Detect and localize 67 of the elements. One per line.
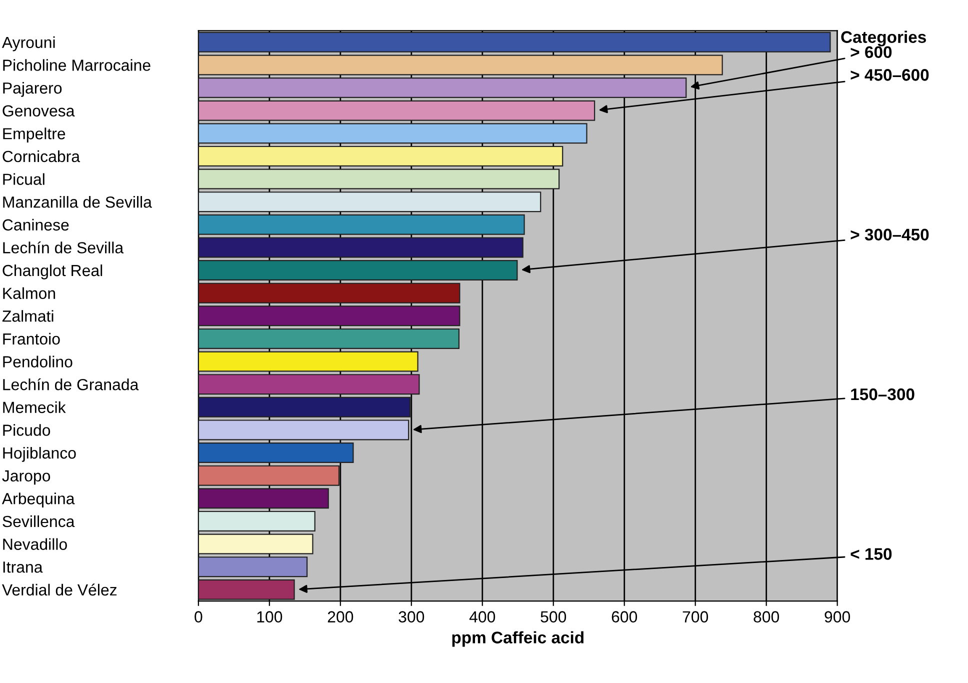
x-tick-label: 500 [540, 611, 566, 622]
y-tick-label: Nevadillo [3, 538, 67, 550]
bar [198, 579, 295, 600]
annotation: > 300–450 [850, 228, 929, 241]
bar [198, 510, 316, 532]
y-tick-label: Picual [3, 173, 44, 185]
bar [198, 328, 460, 349]
bar [198, 488, 329, 509]
x-tick-label: 200 [328, 611, 354, 622]
y-tick-label: Verdial de Vélez [2, 584, 117, 596]
bar [198, 374, 420, 395]
x-tick-label: 400 [469, 611, 496, 622]
annotation: < 150 [850, 548, 892, 560]
y-tick-label: Hojiblanco [3, 446, 76, 462]
bar [198, 78, 687, 98]
x-tick-label: 800 [754, 611, 780, 622]
x-tick-label: 0 [194, 611, 202, 622]
x-tick-label: 900 [824, 611, 850, 622]
bar [198, 123, 588, 144]
legend-title: Categories [841, 30, 926, 46]
bar [198, 54, 723, 76]
y-tick-label: Frantoio [3, 332, 60, 345]
y-tick-label: Kalmon [3, 287, 56, 300]
bar [198, 556, 308, 578]
y-tick-label: Sevillenca [2, 515, 75, 528]
bar [198, 465, 340, 486]
bar [198, 351, 418, 372]
y-tick-label: Caninese [2, 218, 69, 231]
y-tick-label: Manzanilla de Sevilla [3, 196, 152, 208]
bar [198, 282, 460, 304]
bar [198, 100, 596, 121]
bar [198, 306, 460, 326]
bar [198, 396, 411, 418]
x-tick-label: 700 [682, 611, 708, 622]
bar [198, 237, 524, 258]
y-tick-label: Cornicabra [2, 150, 80, 162]
x-axis-title: ppm Caffeic acid [452, 631, 584, 647]
y-tick-label: Arbequina [2, 492, 75, 508]
bar [198, 214, 525, 235]
annotation: 150–300 [851, 388, 914, 400]
y-tick-label: Memecik [3, 401, 66, 414]
x-tick-label: 100 [257, 611, 282, 622]
bar [198, 260, 518, 281]
x-tick-label: 600 [612, 611, 638, 622]
y-tick-label: Pendolino [3, 356, 72, 368]
y-tick-label: Empeltre [3, 128, 66, 142]
y-tick-label: Zalmati [2, 310, 54, 322]
bar [198, 442, 354, 464]
x-tick-label: 300 [398, 611, 424, 622]
y-tick-label: Picholine Marrocaine [3, 59, 150, 71]
bar [198, 32, 831, 52]
y-tick-label: Picudo [3, 424, 50, 436]
annotation: > 450–600 [850, 69, 929, 81]
y-tick-label: Genovesa [2, 105, 75, 117]
bar [198, 534, 314, 554]
bar [198, 146, 564, 166]
bar [198, 192, 542, 212]
y-tick-label: Pajarero [3, 82, 62, 97]
y-tick-label: Jaropo [2, 470, 50, 485]
y-tick-label: Changlot Real [2, 264, 102, 280]
y-tick-label: Lechín de Sevilla [3, 241, 124, 254]
bar [198, 168, 560, 190]
bar [198, 420, 410, 440]
y-tick-label: Itrana [3, 562, 43, 573]
annotation: > 600 [850, 46, 892, 58]
y-tick-label: Ayrouni [2, 36, 55, 52]
y-tick-label: Lechín de Granada [3, 378, 139, 390]
